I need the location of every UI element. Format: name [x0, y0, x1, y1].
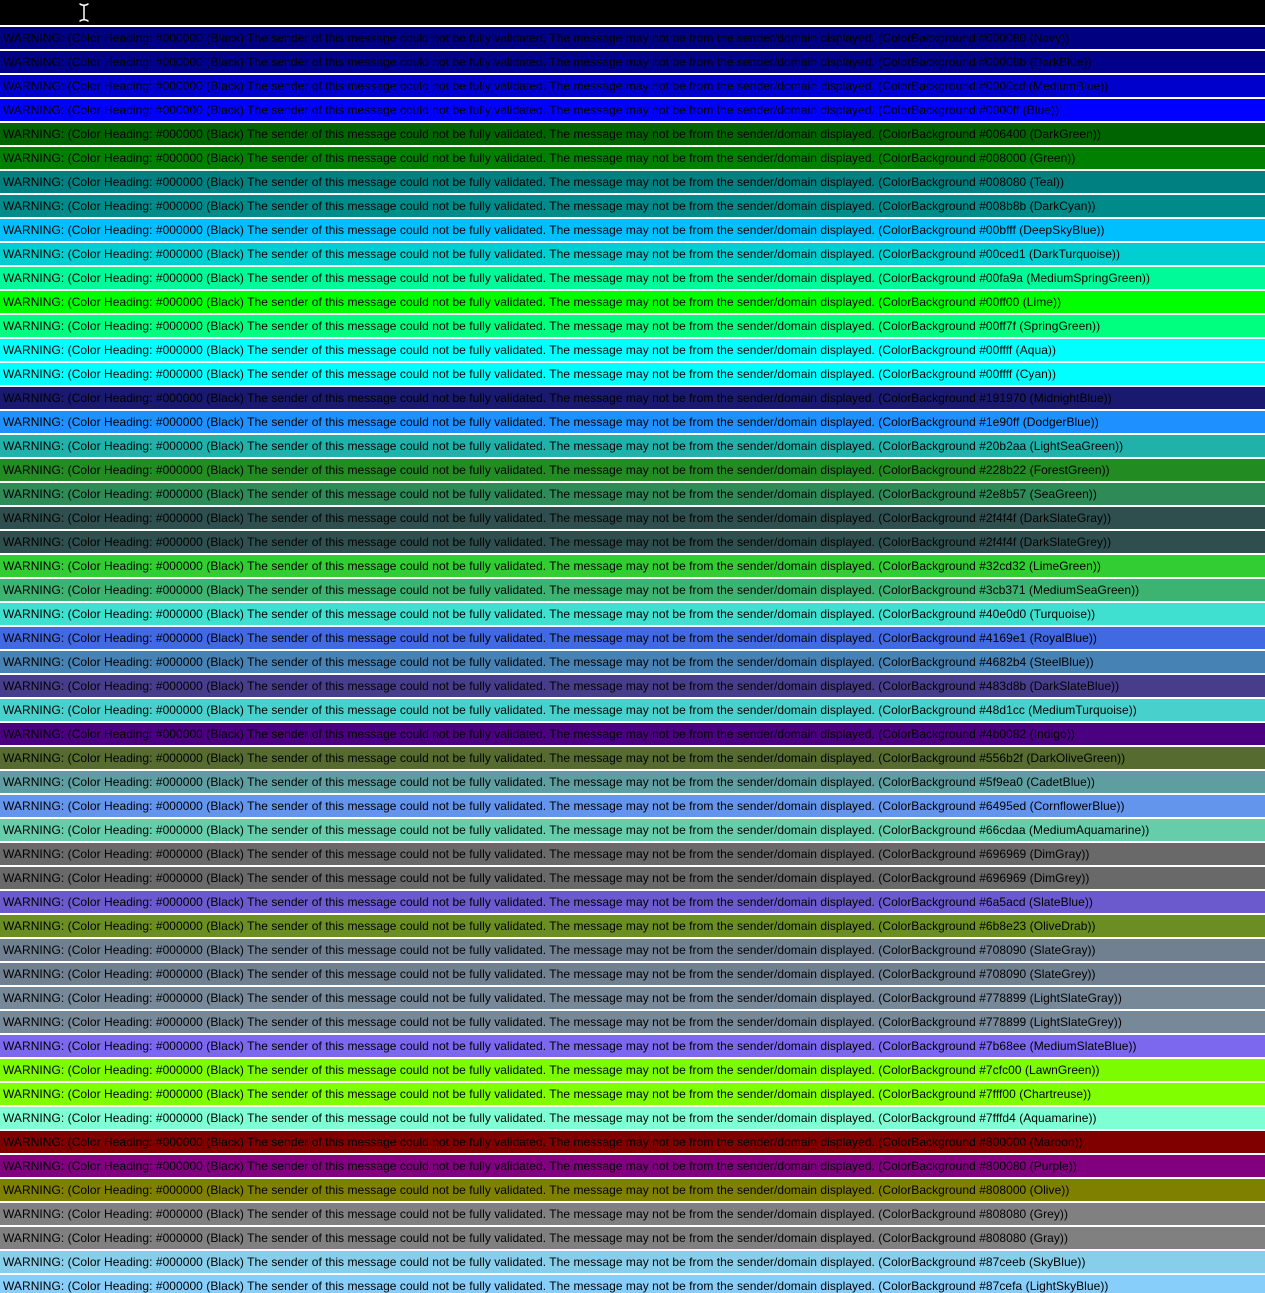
warning-banner: WARNING: (Color Heading: #000000 (Black)… [0, 1275, 1265, 1293]
warning-banner: WARNING: (Color Heading: #000000 (Black)… [0, 963, 1265, 985]
warning-banner: WARNING: (Color Heading: #000000 (Black)… [0, 579, 1265, 601]
warning-banner-list: WARNING: (Color Heading: #000000 (Black)… [0, 27, 1265, 1293]
warning-banner: WARNING: (Color Heading: #000000 (Black)… [0, 915, 1265, 937]
warning-banner: WARNING: (Color Heading: #000000 (Black)… [0, 1179, 1265, 1201]
warning-banner: WARNING: (Color Heading: #000000 (Black)… [0, 219, 1265, 241]
warning-banner: WARNING: (Color Heading: #000000 (Black)… [0, 123, 1265, 145]
warning-banner: WARNING: (Color Heading: #000000 (Black)… [0, 27, 1265, 49]
warning-banner: WARNING: (Color Heading: #000000 (Black)… [0, 771, 1265, 793]
warning-banner: WARNING: (Color Heading: #000000 (Black)… [0, 819, 1265, 841]
warning-banner: WARNING: (Color Heading: #000000 (Black)… [0, 603, 1265, 625]
warning-banner: WARNING: (Color Heading: #000000 (Black)… [0, 387, 1265, 409]
warning-banner: WARNING: (Color Heading: #000000 (Black)… [0, 1035, 1265, 1057]
warning-banner: WARNING: (Color Heading: #000000 (Black)… [0, 459, 1265, 481]
warning-banner: WARNING: (Color Heading: #000000 (Black)… [0, 411, 1265, 433]
warning-banner: WARNING: (Color Heading: #000000 (Black)… [0, 891, 1265, 913]
warning-banner: WARNING: (Color Heading: #000000 (Black)… [0, 1011, 1265, 1033]
warning-banner: WARNING: (Color Heading: #000000 (Black)… [0, 747, 1265, 769]
warning-banner: WARNING: (Color Heading: #000000 (Black)… [0, 555, 1265, 577]
warning-banner: WARNING: (Color Heading: #000000 (Black)… [0, 99, 1265, 121]
warning-banner: WARNING: (Color Heading: #000000 (Black)… [0, 147, 1265, 169]
warning-banner: WARNING: (Color Heading: #000000 (Black)… [0, 51, 1265, 73]
warning-banner: WARNING: (Color Heading: #000000 (Black)… [0, 1203, 1265, 1225]
warning-banner: WARNING: (Color Heading: #000000 (Black)… [0, 1107, 1265, 1129]
compose-text-area[interactable] [0, 0, 1265, 25]
warning-banner: WARNING: (Color Heading: #000000 (Black)… [0, 291, 1265, 313]
warning-banner: WARNING: (Color Heading: #000000 (Black)… [0, 267, 1265, 289]
warning-banner: WARNING: (Color Heading: #000000 (Black)… [0, 699, 1265, 721]
warning-banner: WARNING: (Color Heading: #000000 (Black)… [0, 675, 1265, 697]
warning-banner: WARNING: (Color Heading: #000000 (Black)… [0, 1083, 1265, 1105]
warning-banner: WARNING: (Color Heading: #000000 (Black)… [0, 843, 1265, 865]
warning-banner: WARNING: (Color Heading: #000000 (Black)… [0, 1155, 1265, 1177]
warning-banner: WARNING: (Color Heading: #000000 (Black)… [0, 435, 1265, 457]
warning-banner: WARNING: (Color Heading: #000000 (Black)… [0, 315, 1265, 337]
warning-banner: WARNING: (Color Heading: #000000 (Black)… [0, 1131, 1265, 1153]
warning-banner: WARNING: (Color Heading: #000000 (Black)… [0, 867, 1265, 889]
warning-banner: WARNING: (Color Heading: #000000 (Black)… [0, 195, 1265, 217]
warning-banner: WARNING: (Color Heading: #000000 (Black)… [0, 627, 1265, 649]
warning-banner: WARNING: (Color Heading: #000000 (Black)… [0, 939, 1265, 961]
warning-banner: WARNING: (Color Heading: #000000 (Black)… [0, 363, 1265, 385]
warning-banner: WARNING: (Color Heading: #000000 (Black)… [0, 243, 1265, 265]
warning-banner: WARNING: (Color Heading: #000000 (Black)… [0, 75, 1265, 97]
text-cursor-icon [77, 2, 91, 23]
warning-banner: WARNING: (Color Heading: #000000 (Black)… [0, 795, 1265, 817]
warning-banner: WARNING: (Color Heading: #000000 (Black)… [0, 1059, 1265, 1081]
warning-banner: WARNING: (Color Heading: #000000 (Black)… [0, 339, 1265, 361]
warning-banner: WARNING: (Color Heading: #000000 (Black)… [0, 1227, 1265, 1249]
warning-banner: WARNING: (Color Heading: #000000 (Black)… [0, 171, 1265, 193]
warning-banner: WARNING: (Color Heading: #000000 (Black)… [0, 987, 1265, 1009]
warning-banner: WARNING: (Color Heading: #000000 (Black)… [0, 483, 1265, 505]
warning-banner: WARNING: (Color Heading: #000000 (Black)… [0, 507, 1265, 529]
warning-banner: WARNING: (Color Heading: #000000 (Black)… [0, 1251, 1265, 1273]
warning-banner: WARNING: (Color Heading: #000000 (Black)… [0, 651, 1265, 673]
warning-banner: WARNING: (Color Heading: #000000 (Black)… [0, 531, 1265, 553]
warning-banner: WARNING: (Color Heading: #000000 (Black)… [0, 723, 1265, 745]
